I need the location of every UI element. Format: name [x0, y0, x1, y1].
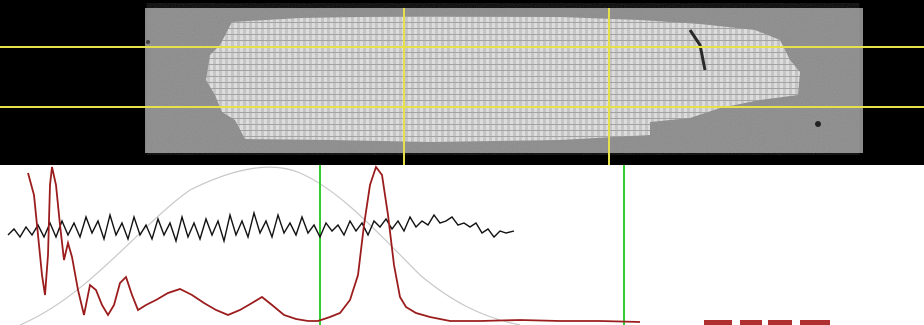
intensity-profile-curve: [7, 210, 515, 244]
debris-spot: [815, 121, 821, 127]
cell-image-view[interactable]: [0, 0, 924, 165]
gaussian-fit-curve: [19, 166, 521, 325]
peak-marker-3: [768, 320, 792, 325]
debris-spot-2: [146, 40, 150, 44]
cell-edge: [688, 29, 707, 71]
peak-marker-2: [740, 320, 762, 325]
profile-plot-view[interactable]: [0, 165, 924, 325]
profile-plot-canvas: [7, 165, 641, 325]
cell-image-canvas: [0, 8, 924, 165]
peak-marker-1: [704, 320, 732, 325]
power-spectrum-curve: [27, 165, 641, 323]
peak-marker-4: [800, 320, 830, 325]
